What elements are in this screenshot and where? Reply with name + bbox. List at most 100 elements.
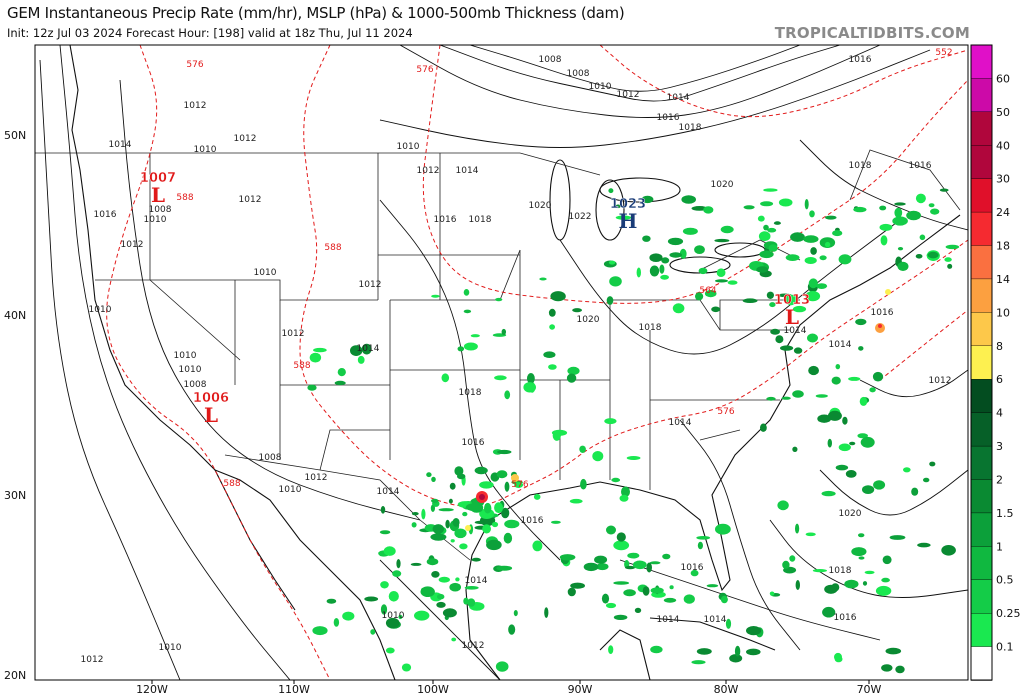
- precip-cell: [431, 476, 436, 482]
- thickness-label: 588: [223, 479, 240, 489]
- precip-cell: [757, 215, 765, 222]
- precip-cell: [743, 205, 755, 210]
- brand-watermark: TROPICALTIDBITS.COM: [774, 24, 970, 42]
- precip-cell: [539, 277, 547, 281]
- precip-cell: [501, 328, 506, 336]
- precip-cell: [566, 373, 577, 383]
- precip-cell: [679, 248, 687, 259]
- isobar-line: [439, 45, 841, 102]
- precip-cell: [881, 664, 893, 672]
- precip-cell: [494, 502, 504, 514]
- colorbar-label: 0.1: [996, 641, 1014, 654]
- precip-cell: [872, 371, 884, 382]
- longitude-labels: 120W 110W 100W 90W 80W 70W: [136, 680, 882, 696]
- precip-cell: [838, 254, 852, 265]
- precip-cell: [944, 257, 952, 262]
- precip-cell: [642, 586, 650, 596]
- precip-cell: [848, 376, 861, 381]
- precip-cell: [881, 577, 890, 583]
- isobar-label: 1012: [282, 329, 305, 339]
- precip-cell: [361, 343, 372, 355]
- precip-cell: [552, 430, 561, 441]
- precip-cell: [873, 480, 886, 490]
- thickness-label: 588: [176, 193, 193, 203]
- precip-cell: [690, 569, 699, 577]
- precip-cell: [383, 546, 396, 556]
- precip-cell: [606, 525, 616, 535]
- precip-cell: [501, 507, 510, 519]
- isobar-line: [59, 45, 291, 680]
- precip-cell: [706, 584, 719, 588]
- precip-colorbar: 60 50 40 30 24 18 14 10 8 6 4 3 2 1.5 1 0.5 0.25 0.1: [970, 44, 1021, 681]
- colorbar-label: 1.5: [996, 507, 1014, 520]
- precip-cell: [778, 198, 793, 207]
- precip-cell: [380, 581, 389, 589]
- precip-core: [479, 494, 485, 500]
- precip-cell: [894, 207, 903, 218]
- colorbar-bin: [970, 646, 993, 681]
- precip-cell: [696, 536, 711, 540]
- precip-cell: [795, 580, 800, 590]
- colorbar-bin: [970, 613, 993, 648]
- precipitation-field: [307, 188, 960, 674]
- precip-cell: [513, 610, 518, 617]
- precip-cell: [892, 216, 908, 226]
- precip-cell: [860, 436, 875, 448]
- precip-cell: [445, 519, 450, 529]
- precip-cell: [681, 195, 696, 204]
- precip-cell: [784, 294, 798, 306]
- precip-core: [511, 474, 519, 482]
- precip-cell: [795, 523, 800, 534]
- isobar-label: 1016: [871, 308, 894, 318]
- lake-outline: [599, 177, 681, 203]
- precip-cell: [669, 252, 682, 258]
- precip-cell: [897, 247, 904, 251]
- state-border: [519, 152, 601, 176]
- isobar-label: 1020: [711, 180, 734, 190]
- isobar-label: 1014: [829, 340, 852, 350]
- isobar-line: [379, 199, 561, 561]
- precip-cell: [832, 230, 843, 237]
- precip-cell: [549, 324, 555, 330]
- precip-cell: [441, 373, 450, 383]
- colorbar-bin: [970, 111, 993, 146]
- precip-cell: [711, 306, 721, 313]
- precip-cell: [601, 593, 610, 604]
- state-border: [699, 429, 741, 441]
- colorbar-label: 0.5: [996, 574, 1014, 587]
- precip-cell: [763, 224, 769, 231]
- precip-cell: [849, 441, 856, 446]
- precip-cell: [862, 485, 875, 494]
- thickness-label: 576: [186, 60, 203, 70]
- longitude-label: 70W: [857, 683, 882, 696]
- precip-cell: [703, 206, 714, 214]
- precip-cell: [495, 661, 509, 672]
- isobar-label: 1016: [94, 210, 117, 220]
- precip-cell: [342, 611, 355, 621]
- isobar-label: 1016: [681, 563, 704, 573]
- isobar-label: 1018: [459, 388, 482, 398]
- colorbar-bin: [970, 412, 993, 447]
- precip-cell: [691, 660, 706, 665]
- precip-cell: [766, 291, 775, 299]
- colorbar-label: 6: [996, 373, 1003, 386]
- colorbar-bin: [970, 345, 993, 380]
- colorbar-bin: [970, 44, 993, 80]
- precip-cell: [821, 490, 836, 497]
- precip-cell: [760, 423, 767, 432]
- precip-cell: [313, 347, 327, 353]
- precip-cell: [606, 296, 614, 305]
- precip-cell: [769, 591, 775, 596]
- precip-core: [878, 324, 882, 328]
- colorbar-bin: [970, 312, 993, 347]
- precip-cell: [333, 618, 340, 627]
- isobar-label: 1014: [357, 344, 380, 354]
- precip-cell: [697, 541, 704, 550]
- precip-cell: [432, 524, 444, 534]
- precip-cell: [928, 203, 935, 208]
- thickness-label: 576: [416, 65, 433, 75]
- precip-cell: [831, 376, 841, 385]
- precip-cell: [495, 297, 503, 302]
- precip-cell: [869, 387, 876, 393]
- isobar-label: 1012: [121, 240, 144, 250]
